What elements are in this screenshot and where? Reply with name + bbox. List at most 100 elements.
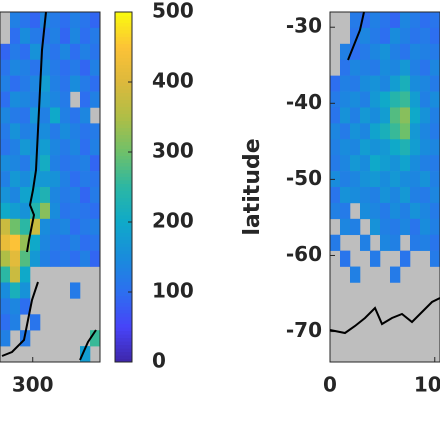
heatmap-cell (0, 91, 11, 108)
heatmap-cell (430, 107, 440, 124)
heatmap-cell (350, 218, 361, 236)
colorbar-segment (115, 50, 132, 55)
heatmap-cell (430, 12, 440, 29)
heatmap-cell (390, 91, 401, 108)
heatmap-cell (420, 218, 431, 236)
heatmap-cell (360, 59, 371, 76)
coastline (1, 281, 39, 357)
heatmap-cell (390, 59, 401, 76)
heatmap-cell (360, 123, 371, 140)
heatmap-cell (330, 123, 341, 140)
heatmap-cell (20, 155, 31, 172)
heatmap-cell (360, 187, 371, 204)
heatmap-cell (20, 187, 31, 204)
heatmap-cell (420, 107, 431, 124)
colorbar-segment (115, 274, 132, 279)
colorbar-segment (115, 246, 132, 251)
heatmap-cell (340, 123, 351, 140)
heatmap-cell (350, 59, 361, 76)
heatmap-cell (400, 27, 411, 45)
colorbar-segment (115, 54, 132, 58)
heatmap-cell (20, 123, 31, 140)
colorbar-segment (115, 103, 132, 107)
heatmap-cell (420, 155, 431, 172)
heatmap-cell (430, 91, 440, 108)
heatmap-cell (350, 123, 361, 140)
heatmap-cell (410, 107, 421, 124)
heatmap-cell (390, 43, 401, 61)
heatmap-cell (350, 171, 361, 188)
heatmap-cell (340, 202, 351, 220)
colorbar-segment (115, 124, 132, 128)
heatmap-cell (80, 75, 91, 92)
heatmap-cell (400, 59, 411, 76)
colorbar-segment (115, 127, 132, 132)
heatmap-cell (390, 202, 401, 220)
heatmap-cell (10, 282, 21, 299)
heatmap-cell (350, 27, 361, 45)
coastline (79, 329, 97, 361)
heatmap-cell (380, 139, 391, 156)
heatmap-cell (400, 218, 411, 236)
colorbar-segment (115, 201, 132, 205)
colorbar-tick-label: 400 (152, 69, 194, 93)
heatmap-cell (380, 12, 391, 29)
heatmap-cell (10, 202, 21, 220)
heatmap-cell (380, 218, 391, 236)
heatmap-cell (30, 234, 41, 251)
heatmap-cell (410, 139, 421, 156)
heatmap-cell (0, 187, 11, 204)
heatmap-cell (50, 91, 61, 108)
heatmap-cell (80, 155, 91, 172)
heatmap-cell (60, 75, 71, 92)
heatmap-cell (80, 187, 91, 204)
heatmap-cell (370, 91, 381, 108)
heatmap-cell (0, 202, 11, 220)
heatmap-cell (0, 107, 11, 124)
heatmap-cell (340, 187, 351, 204)
heatmap-cell (20, 171, 31, 188)
heatmap-cell (80, 171, 91, 188)
heatmap-cell (10, 27, 21, 45)
heatmap-cell (40, 107, 51, 124)
heatmap-cell (0, 59, 11, 76)
heatmap-cell (400, 91, 411, 108)
heatmap-cell (70, 75, 81, 92)
heatmap-cell (350, 91, 361, 108)
heatmap-cell (400, 123, 411, 140)
heatmap-cell (10, 59, 21, 76)
heatmap-cell (10, 218, 21, 236)
heatmap-cell (360, 202, 371, 220)
heatmap-cell (70, 218, 81, 236)
heatmap-cell (350, 43, 361, 61)
heatmap-cell (20, 107, 31, 124)
heatmap-cell (50, 75, 61, 92)
heatmap-cell (10, 139, 21, 156)
colorbar-segment (115, 309, 132, 314)
heatmap-cell (330, 75, 341, 92)
heatmap-cell (60, 139, 71, 156)
heatmap-cell (80, 234, 91, 251)
colorbar-segment (115, 264, 132, 268)
heatmap-cell (430, 123, 440, 140)
heatmap-cell (20, 75, 31, 92)
colorbar-segment (115, 260, 132, 265)
heatmap-cell (380, 107, 391, 124)
heatmap-cell (30, 218, 41, 236)
heatmap-cell (400, 202, 411, 220)
colorbar-segment (115, 190, 132, 195)
y-tick-label: -50 (286, 166, 322, 190)
heatmap-cell (20, 202, 31, 220)
heatmap-cell (370, 59, 381, 76)
y-axis-label: latitude (240, 138, 265, 235)
colorbar-segment (115, 243, 132, 247)
colorbar-segment (115, 110, 132, 114)
heatmap-cell (340, 91, 351, 108)
heatmap-cell (330, 202, 341, 220)
colorbar-segment (115, 253, 132, 258)
heatmap-cell (370, 155, 381, 172)
heatmap-cell (10, 91, 21, 108)
heatmap-cell (40, 171, 51, 188)
y-tick-label: -30 (286, 14, 322, 38)
heatmap-cell (60, 171, 71, 188)
